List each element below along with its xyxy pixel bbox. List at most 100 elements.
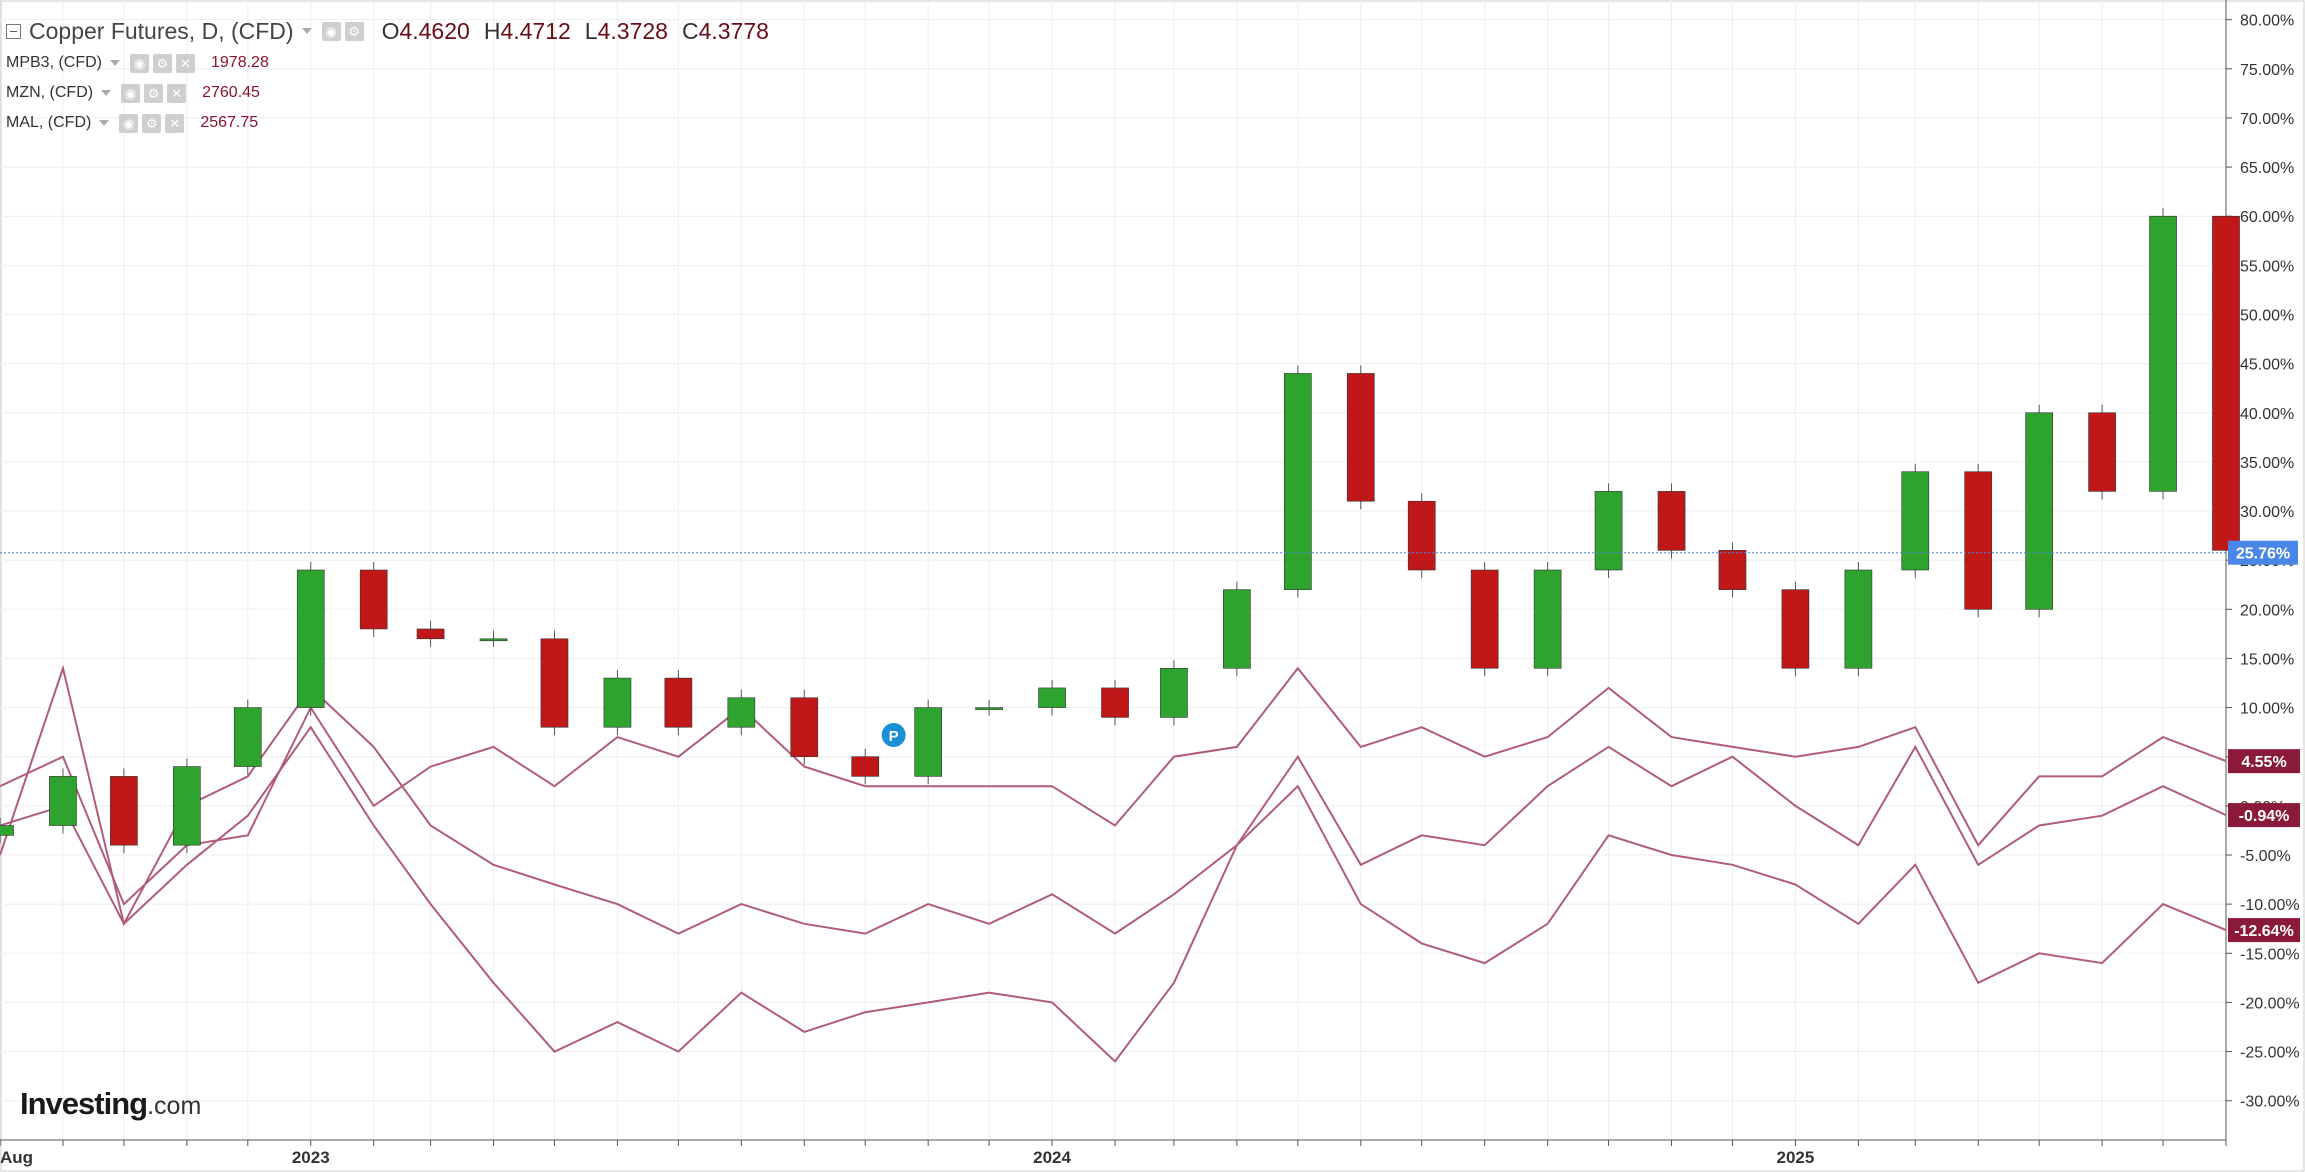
settings-icon[interactable]: ⚙ xyxy=(344,21,364,41)
y-tick-label: -20.00% xyxy=(2240,995,2300,1012)
y-tick-label: 55.00% xyxy=(2240,258,2294,275)
candle-up xyxy=(0,825,14,836)
candle-up xyxy=(1160,667,1188,718)
candle-down xyxy=(1101,687,1129,718)
candle-up xyxy=(2025,412,2053,610)
visibility-icon[interactable]: ◉ xyxy=(130,53,149,73)
logo-suffix: .com xyxy=(147,1092,202,1120)
candle-up xyxy=(1594,491,1623,571)
candle-down xyxy=(1964,471,1993,610)
candle-down xyxy=(1346,373,1375,502)
candle-down xyxy=(851,756,880,777)
candle-up xyxy=(1901,471,1930,571)
y-tick-label: -30.00% xyxy=(2240,1094,2300,1111)
settings-icon[interactable]: ⚙ xyxy=(144,83,164,103)
candle-down xyxy=(1657,491,1686,551)
x-tick-label: Aug xyxy=(0,1148,33,1167)
y-tick-label: 15.00% xyxy=(2240,651,2294,668)
compare-line-mpb3 xyxy=(0,664,2227,935)
low-label: L xyxy=(584,17,598,44)
candle-up xyxy=(479,638,508,642)
candle-down xyxy=(664,677,693,728)
chevron-down-icon[interactable] xyxy=(301,28,312,34)
candle-up xyxy=(49,776,77,826)
close-icon[interactable]: ✕ xyxy=(165,113,185,133)
compare-name: MPB3, (CFD) xyxy=(6,54,102,71)
compare-row-mpb3: MPB3, (CFD) ◉ ⚙ ✕ 1978.28 xyxy=(6,48,769,78)
close-value: 4.3778 xyxy=(698,17,769,44)
candle-up xyxy=(975,707,1003,710)
series-end-badge xyxy=(2228,918,2300,943)
logo-brand: Investing xyxy=(20,1086,148,1121)
last-price-label: 25.76% xyxy=(2236,546,2290,563)
series-end-badge xyxy=(2228,749,2300,774)
visibility-icon[interactable]: ◉ xyxy=(121,83,141,103)
candle-up xyxy=(296,569,325,708)
chevron-down-icon[interactable] xyxy=(110,60,120,66)
candle-down xyxy=(359,569,388,630)
y-tick-label: 10.00% xyxy=(2240,701,2294,718)
candle-up xyxy=(1533,569,1562,669)
compare-row-mal: MAL, (CFD) ◉ ⚙ ✕ 2567.75 xyxy=(6,108,769,138)
compare-value: 2760.45 xyxy=(202,84,260,101)
close-label: C xyxy=(681,17,699,44)
candle-up xyxy=(1283,373,1312,590)
candle-down xyxy=(2212,215,2240,551)
y-tick-label: 30.00% xyxy=(2240,504,2294,521)
investing-logo: Investing.com xyxy=(20,1086,201,1122)
chevron-down-icon[interactable] xyxy=(101,90,112,96)
candle-up xyxy=(1223,589,1251,669)
y-tick-label: 40.00% xyxy=(2240,406,2294,423)
visibility-icon[interactable]: ◉ xyxy=(321,21,341,41)
candle-up xyxy=(2149,215,2177,492)
candle-up xyxy=(914,707,943,777)
compare-name: MAL, (CFD) xyxy=(6,114,92,131)
close-icon[interactable]: ✕ xyxy=(176,53,195,73)
candle-down xyxy=(790,697,819,758)
y-tick-label: 45.00% xyxy=(2240,357,2294,374)
candle-down xyxy=(540,638,569,728)
close-icon[interactable]: ✕ xyxy=(167,83,187,103)
settings-icon[interactable]: ⚙ xyxy=(153,53,172,73)
candle-up xyxy=(173,766,201,846)
candle-down xyxy=(1407,500,1436,571)
x-tick-label: 2025 xyxy=(1777,1148,1815,1167)
compare-name: MZN, (CFD) xyxy=(6,84,94,101)
compare-line-mal xyxy=(0,725,2227,1063)
candle-up xyxy=(233,707,262,767)
x-tick-label: 2023 xyxy=(292,1148,330,1167)
series-end-label: -0.94% xyxy=(2239,808,2290,825)
y-tick-label: -15.00% xyxy=(2240,946,2300,963)
y-tick-label: 20.00% xyxy=(2240,602,2294,619)
candle-up xyxy=(603,677,632,728)
y-tick-label: 80.00% xyxy=(2240,13,2294,30)
high-label: H xyxy=(483,17,501,44)
chevron-down-icon[interactable] xyxy=(99,120,110,126)
candle-down xyxy=(2088,412,2116,492)
compare-value: 1978.28 xyxy=(211,54,269,71)
series-end-badge xyxy=(2228,803,2300,828)
open-label: O xyxy=(381,17,400,44)
candle-down xyxy=(1470,569,1499,669)
settings-icon[interactable]: ⚙ xyxy=(142,113,162,133)
candle-down xyxy=(1781,589,1810,669)
compare-line-mzn xyxy=(0,666,2227,906)
x-tick-label: 2024 xyxy=(1033,1148,1071,1167)
collapse-legend-icon[interactable] xyxy=(6,23,21,39)
compare-row-mzn: MZN, (CFD) ◉ ⚙ ✕ 2760.45 xyxy=(6,78,769,108)
candle-up xyxy=(1844,569,1873,669)
candle-down xyxy=(416,628,445,640)
last-price-badge xyxy=(2228,540,2298,565)
y-tick-label: 70.00% xyxy=(2240,111,2294,128)
y-tick-label: 65.00% xyxy=(2240,160,2294,177)
compare-value: 2567.75 xyxy=(200,114,259,131)
y-tick-label: 35.00% xyxy=(2240,455,2294,472)
marker-label: P xyxy=(889,728,899,745)
y-tick-label: -5.00% xyxy=(2240,848,2291,865)
visibility-icon[interactable]: ◉ xyxy=(119,113,139,133)
y-tick-label: 50.00% xyxy=(2240,307,2294,324)
